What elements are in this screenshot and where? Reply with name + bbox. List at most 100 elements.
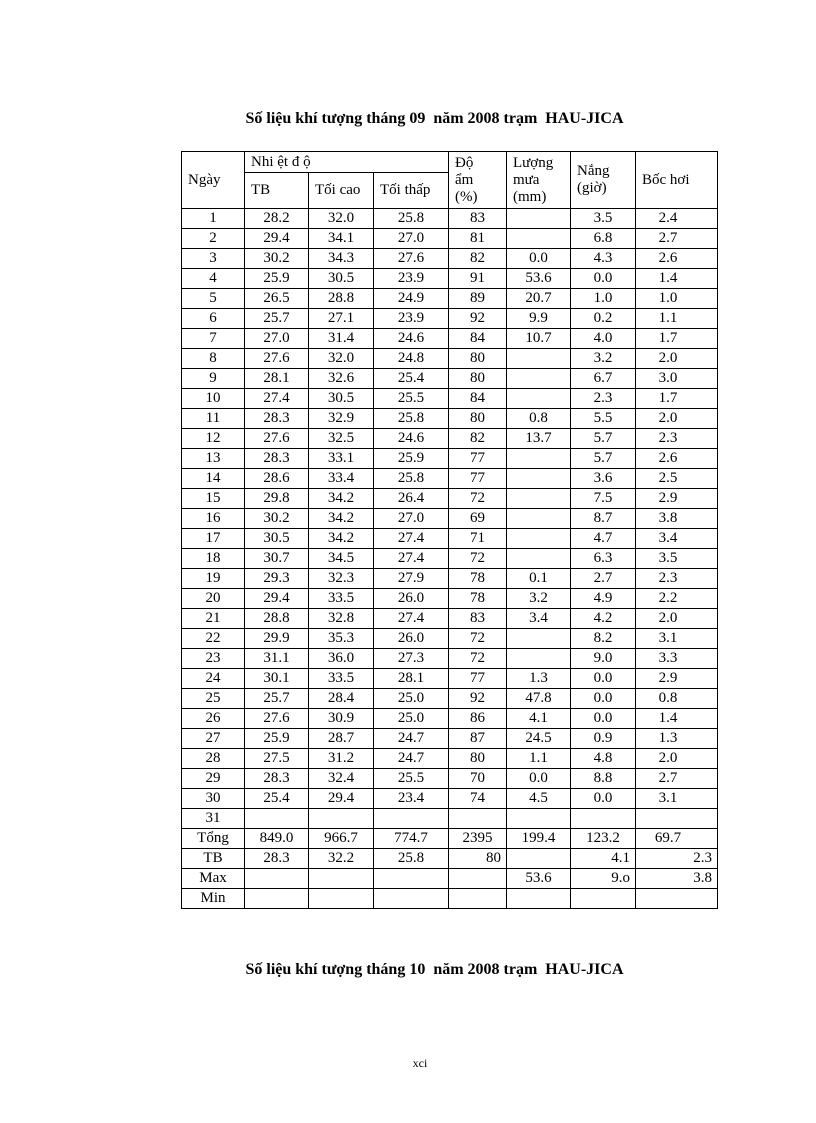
cell-value [506,548,571,569]
cell-day-label: 5 [181,288,245,309]
cell-value: 5.7 [570,448,636,469]
cell-value: 34.3 [308,248,374,269]
table-title-october: Số liệu khí tượng tháng 10 năm 2008 trạm… [245,961,624,978]
cell-value: 123.2 [570,828,636,849]
cell-value: 0.9 [570,728,636,749]
cell-value: 0.0 [570,788,636,809]
cell-value: 32.6 [308,368,374,389]
cell-value: 4.2 [570,608,636,629]
cell-value: 2.5 [635,468,718,489]
cell-day-label: 14 [181,468,245,489]
table-row: 23 31.1 36.0 27.3 72 9.0 3.3 [181,648,718,669]
cell-value: 78 [448,588,507,609]
cell-value: 6.8 [570,228,636,249]
cell-value: 3.6 [570,468,636,489]
cell-value: 4.9 [570,588,636,609]
cell-value: 28.3 [244,408,309,429]
cell-value: 32.3 [308,568,374,589]
cell-value: 2.3 [635,428,718,449]
cell-value: 34.2 [308,508,374,529]
table-row: Tổng 849.0 966.7 774.7 2395 199.4 123.2 69.7 [181,828,718,849]
cell-value: 72 [448,628,507,649]
table-row: 12 27.6 32.5 24.6 82 13.7 5.7 2.3 [181,428,718,449]
cell-value: 24.5 [506,728,571,749]
cell-value: 1.3 [506,668,571,689]
table-row: 19 29.3 32.3 27.9 78 0.1 2.7 2.3 [181,568,718,589]
cell-value: 33.1 [308,448,374,469]
cell-value: 27.0 [244,328,309,349]
cell-day-label: 25 [181,688,245,709]
cell-value: 53.6 [506,268,571,289]
cell-value: 27.4 [244,388,309,409]
table-row: 16 30.2 34.2 27.0 69 8.7 3.8 [181,508,718,529]
cell-value [506,848,571,869]
cell-day-label: 11 [181,408,245,429]
cell-value: 77 [448,468,507,489]
cell-value: 84 [448,388,507,409]
cell-value: 3.8 [635,868,718,889]
cell-day-label: 12 [181,428,245,449]
table-row: 31 [181,808,718,829]
cell-value: 81 [448,228,507,249]
cell-value: 25.8 [373,848,449,869]
cell-value: 25.5 [373,388,449,409]
cell-value: 23.4 [373,788,449,809]
cell-value: 24.7 [373,748,449,769]
cell-value: 34.1 [308,228,374,249]
cell-value: 34.2 [308,528,374,549]
cell-value: 28.8 [308,288,374,309]
cell-value: 29.9 [244,628,309,649]
cell-value: 4.1 [570,848,636,869]
cell-day-label: 16 [181,508,245,529]
table-row: TB 28.3 32.2 25.8 80 4.1 2.3 [181,848,718,869]
cell-day-label: 26 [181,708,245,729]
cell-day-label: 17 [181,528,245,549]
table-row: 26 27.6 30.9 25.0 86 4.1 0.0 1.4 [181,708,718,729]
cell-value: 69.7 [635,828,718,849]
cell-value: 82 [448,248,507,269]
cell-value: 27.6 [244,708,309,729]
cell-value [506,648,571,669]
cell-value: 2.7 [635,228,718,249]
table-row: 17 30.5 34.2 27.4 71 4.7 3.4 [181,528,718,549]
cell-value: 24.9 [373,288,449,309]
cell-day-label: 24 [181,668,245,689]
cell-value [308,888,374,909]
cell-day-label: 28 [181,748,245,769]
cell-value [308,868,374,889]
cell-value: 32.2 [308,848,374,869]
cell-value: 30.5 [308,388,374,409]
cell-value: 27.1 [308,308,374,329]
cell-value: 28.1 [373,668,449,689]
cell-value: 34.2 [308,488,374,509]
cell-value: 80 [448,408,507,429]
cell-value: 849.0 [244,828,309,849]
cell-value: 83 [448,208,507,229]
cell-value: 10.7 [506,328,571,349]
cell-value: 31.1 [244,648,309,669]
cell-value: 77 [448,448,507,469]
cell-value [506,808,571,829]
cell-value: 2.3 [635,848,718,869]
cell-value [244,808,309,829]
cell-value: 2.7 [570,568,636,589]
cell-value: 3.2 [506,588,571,609]
cell-value: 78 [448,568,507,589]
cell-day-label: 27 [181,728,245,749]
cell-value: 2.6 [635,248,718,269]
cell-day-label: 31 [181,808,245,829]
cell-value: 3.5 [570,208,636,229]
cell-value: 25.8 [373,468,449,489]
table-row: 13 28.3 33.1 25.9 77 5.7 2.6 [181,448,718,469]
cell-value: 2.0 [635,608,718,629]
cell-value: 70 [448,768,507,789]
cell-value: 25.8 [373,208,449,229]
cell-value: 35.3 [308,628,374,649]
cell-value: 20.7 [506,288,571,309]
cell-value: 30.5 [244,528,309,549]
cell-value: 27.6 [244,428,309,449]
cell-value: 27.6 [373,248,449,269]
cell-value: 26.4 [373,488,449,509]
cell-value: 0.0 [570,668,636,689]
table-header-row: TB Tối cao Tối thấp [182,172,718,209]
